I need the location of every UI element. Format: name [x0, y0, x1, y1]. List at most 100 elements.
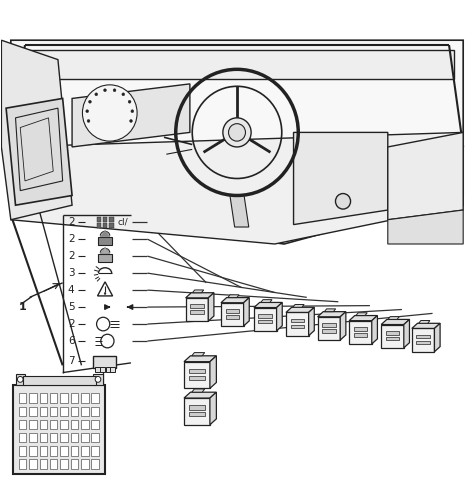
Circle shape [103, 89, 106, 92]
Polygon shape [228, 295, 239, 298]
Bar [91, 420, 99, 429]
Polygon shape [318, 317, 340, 340]
Polygon shape [258, 314, 272, 318]
Bar [95, 367, 100, 372]
Polygon shape [349, 316, 377, 321]
Polygon shape [184, 392, 217, 398]
Polygon shape [186, 298, 208, 321]
Bar [19, 393, 27, 403]
Polygon shape [416, 335, 430, 339]
Polygon shape [291, 319, 304, 323]
Bar [29, 407, 36, 416]
Polygon shape [208, 293, 214, 321]
Polygon shape [322, 323, 336, 327]
Polygon shape [192, 290, 204, 293]
Bar [93, 374, 103, 385]
Bar [71, 446, 78, 456]
Bar [100, 367, 105, 372]
Bar [110, 367, 115, 372]
Text: cl/: cl/ [118, 218, 128, 226]
Bar [71, 420, 78, 429]
Polygon shape [184, 362, 210, 388]
Bar [91, 407, 99, 416]
Polygon shape [388, 210, 463, 244]
Circle shape [87, 120, 90, 122]
Bar [16, 374, 25, 385]
Polygon shape [192, 353, 205, 356]
Polygon shape [386, 331, 399, 335]
Bar [60, 459, 68, 468]
Bar [99, 237, 112, 245]
Polygon shape [100, 247, 110, 254]
Text: 5: 5 [68, 302, 74, 312]
Polygon shape [258, 320, 272, 324]
Circle shape [18, 376, 23, 382]
Polygon shape [221, 298, 249, 303]
Bar [109, 217, 114, 222]
Polygon shape [340, 312, 346, 340]
Circle shape [82, 85, 137, 141]
Polygon shape [322, 329, 336, 333]
Bar [81, 446, 89, 456]
Bar [60, 433, 68, 443]
Polygon shape [221, 303, 244, 326]
Polygon shape [404, 320, 410, 348]
Polygon shape [381, 325, 404, 348]
Polygon shape [416, 341, 430, 344]
Bar [39, 407, 47, 416]
Text: 2: 2 [68, 319, 74, 329]
Circle shape [95, 376, 101, 382]
Polygon shape [372, 316, 377, 344]
Circle shape [228, 123, 246, 141]
Bar [39, 446, 47, 456]
Bar [71, 459, 78, 468]
Circle shape [336, 194, 351, 209]
Bar [29, 433, 36, 443]
Polygon shape [388, 317, 399, 320]
Circle shape [95, 93, 98, 96]
Polygon shape [230, 196, 249, 227]
Polygon shape [291, 325, 304, 328]
Polygon shape [324, 309, 336, 312]
Bar [91, 433, 99, 443]
Bar [81, 393, 89, 403]
Bar [39, 459, 47, 468]
Bar [60, 446, 68, 456]
Bar [29, 393, 36, 403]
Bar [81, 420, 89, 429]
Polygon shape [1, 40, 72, 220]
Bar [91, 459, 99, 468]
Polygon shape [388, 132, 463, 220]
Text: 4: 4 [68, 285, 74, 295]
Bar [50, 407, 57, 416]
Bar [81, 433, 89, 443]
Text: 6: 6 [68, 336, 74, 346]
Bar [23, 376, 96, 385]
Polygon shape [210, 356, 217, 388]
Bar [99, 254, 112, 263]
Bar [93, 356, 116, 368]
Polygon shape [244, 298, 249, 326]
Polygon shape [286, 307, 314, 312]
Circle shape [89, 100, 91, 103]
Bar [81, 459, 89, 468]
Polygon shape [412, 328, 435, 352]
Polygon shape [293, 305, 304, 307]
Circle shape [223, 118, 251, 147]
Bar [60, 420, 68, 429]
Bar [39, 420, 47, 429]
Polygon shape [190, 310, 204, 314]
Polygon shape [293, 132, 388, 224]
Polygon shape [11, 40, 463, 244]
Polygon shape [189, 405, 205, 409]
Polygon shape [349, 321, 372, 344]
Polygon shape [72, 84, 190, 147]
Bar [109, 223, 114, 228]
Bar [103, 217, 108, 222]
Polygon shape [309, 307, 314, 336]
Polygon shape [189, 376, 205, 380]
Polygon shape [184, 356, 217, 362]
Polygon shape [354, 327, 367, 331]
Polygon shape [412, 324, 440, 328]
Polygon shape [190, 304, 204, 308]
